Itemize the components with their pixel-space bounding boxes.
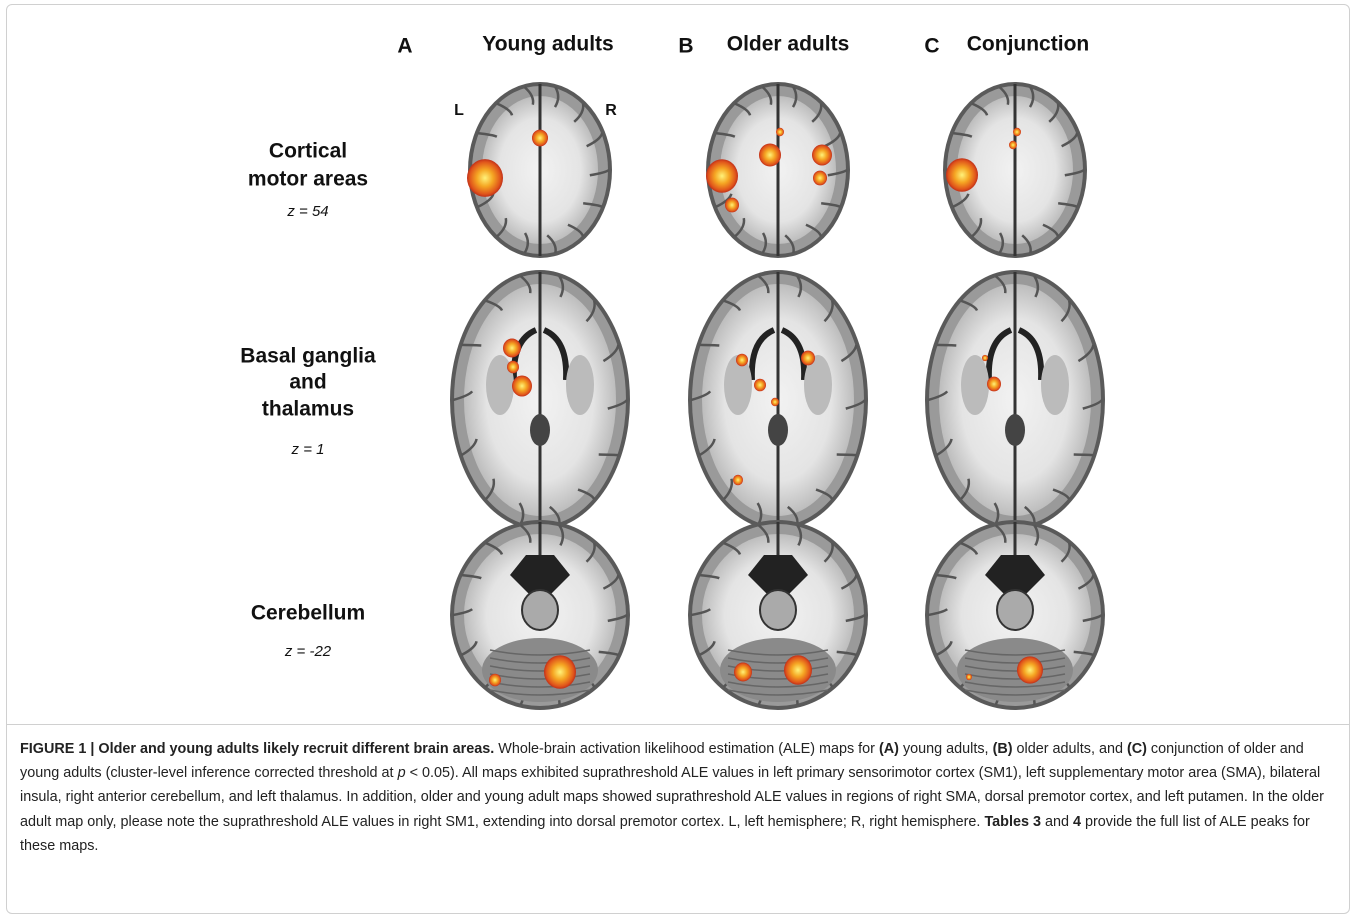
caption-text: and — [1041, 814, 1073, 830]
activation-cluster — [1009, 141, 1017, 149]
deep-nucleus — [566, 355, 594, 415]
deep-nucleus — [1041, 355, 1069, 415]
sulcus — [837, 454, 857, 455]
activation-cluster — [725, 198, 739, 213]
figure-panels: A Young adults B Older adults C Conjunction L R… — [0, 0, 1358, 724]
activation-cluster — [489, 674, 501, 687]
activation-cluster — [503, 339, 521, 358]
caption-text: p — [398, 765, 406, 781]
column-title: Conjunction — [967, 33, 1089, 56]
activation-cluster — [733, 475, 743, 486]
caption-divider — [7, 724, 1349, 725]
activation-cluster — [776, 128, 784, 136]
caption-text: Tables 3 — [984, 814, 1041, 830]
activation-cluster — [544, 655, 576, 689]
midbrain — [1005, 414, 1025, 446]
activation-cluster — [946, 158, 978, 192]
sulcus — [599, 454, 619, 455]
activation-cluster — [512, 376, 532, 397]
row-label: Basal ganglia — [240, 345, 376, 368]
brain-slice — [925, 520, 1105, 710]
hemisphere-right: R — [605, 102, 617, 119]
activation-cluster — [812, 145, 832, 166]
caption-text: Whole-brain activation likelihood estima… — [494, 741, 879, 757]
sulcus — [1074, 454, 1094, 455]
slice-coordinate: z = 1 — [291, 441, 325, 458]
activation-cluster — [784, 655, 812, 684]
brain-slice — [450, 520, 630, 710]
row-label: motor areas — [248, 168, 368, 191]
activation-cluster — [736, 354, 748, 367]
midbrain — [530, 414, 550, 446]
activation-cluster — [1013, 128, 1021, 136]
brain-slice — [688, 520, 868, 710]
activation-cluster — [771, 398, 779, 406]
caption-text: (A) — [879, 741, 899, 757]
caption-text: (C) — [1127, 741, 1147, 757]
caption-text: (B) — [993, 741, 1013, 757]
deep-nucleus — [961, 355, 989, 415]
column-title: Young adults — [482, 33, 613, 56]
column-title: Older adults — [727, 33, 850, 56]
activation-cluster — [467, 159, 503, 197]
figure-caption: FIGURE 1 | Older and young adults likely… — [20, 737, 1338, 858]
column-letter: C — [924, 35, 939, 58]
activation-cluster — [734, 663, 752, 682]
row-label: and — [289, 371, 326, 394]
activation-cluster — [759, 143, 781, 166]
activation-cluster — [966, 674, 972, 680]
brainstem — [760, 590, 796, 630]
midbrain — [768, 414, 788, 446]
activation-cluster — [754, 379, 766, 392]
sulcus — [462, 345, 482, 346]
caption-text: 4 — [1073, 814, 1081, 830]
slice-coordinate: z = 54 — [286, 203, 328, 220]
activation-cluster — [801, 351, 815, 366]
slice-coordinate: z = -22 — [284, 643, 332, 660]
activation-cluster — [1017, 656, 1043, 683]
row-label: Cortical — [269, 140, 347, 163]
activation-cluster — [507, 361, 519, 374]
activation-cluster — [706, 159, 738, 193]
brainstem — [997, 590, 1033, 630]
hemisphere-left: L — [454, 102, 464, 119]
column-letter: A — [397, 35, 412, 58]
row-label: Cerebellum — [251, 602, 365, 625]
activation-cluster — [813, 171, 827, 186]
sulcus — [700, 345, 720, 346]
caption-text: older adults, and — [1013, 741, 1127, 757]
brainstem — [522, 590, 558, 630]
row-label: thalamus — [262, 398, 354, 421]
activation-cluster — [982, 355, 988, 361]
activation-cluster — [987, 377, 1001, 392]
brain-slice — [450, 270, 630, 530]
column-letter: B — [678, 35, 693, 58]
caption-text: FIGURE 1 | Older and young adults likely… — [20, 741, 494, 757]
page: {"figure": { "columns": [ {"letter": "A"… — [0, 0, 1358, 922]
caption-text: young adults, — [899, 741, 993, 757]
sulcus — [937, 345, 957, 346]
brain-slice — [925, 270, 1105, 530]
activation-cluster — [532, 130, 548, 147]
